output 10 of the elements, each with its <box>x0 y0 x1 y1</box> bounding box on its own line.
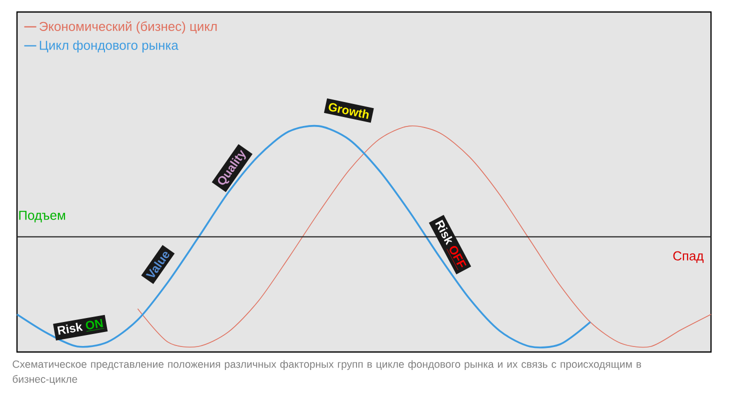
annotation: ON <box>86 318 104 330</box>
annotation: Спад <box>673 251 704 263</box>
legend-label: Цикл фондового рынка <box>40 40 178 52</box>
annotation: Risk <box>435 220 452 246</box>
legend-label: Экономический (бизнес) цикл <box>40 21 217 34</box>
text: Схематическое представление положения различных факторных групп в цикле фондового рынка и их связь с происходящим в бизнес-цикле <box>12 360 642 385</box>
annotation: Подъем <box>19 210 66 222</box>
annotation: OFF <box>450 246 466 268</box>
annotation: Risk <box>57 322 83 335</box>
text: Growth <box>328 103 369 119</box>
